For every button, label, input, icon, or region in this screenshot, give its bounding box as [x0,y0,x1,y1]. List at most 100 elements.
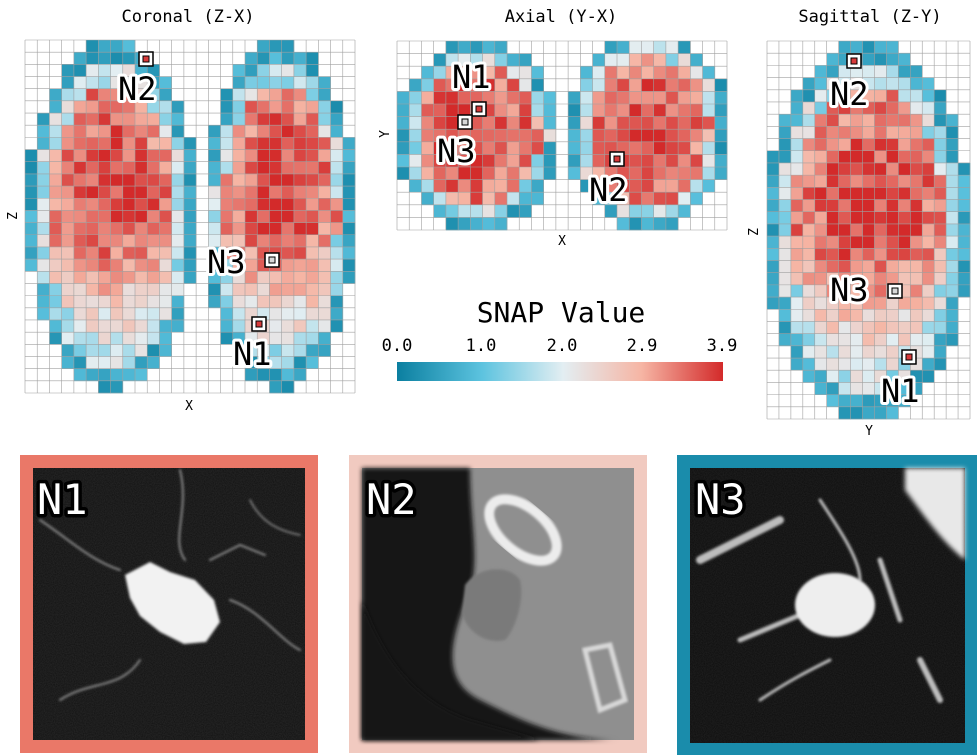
heatmap-cell [482,66,496,80]
heatmap-cell [135,307,148,321]
heatmap-cell [802,101,816,115]
heatmap-cell [281,222,295,236]
heatmap-cell [159,161,172,175]
axial-heatmap [397,41,728,231]
heatmap-cell [934,150,947,164]
heatmap-cell [293,332,307,345]
heatmap-cell [826,114,839,127]
heatmap-cell [61,319,75,333]
heatmap-cell [232,100,246,114]
heatmap-cell [946,297,959,310]
heatmap-cell [778,126,792,139]
heatmap-cell [86,149,99,163]
heatmap-cell [61,173,75,187]
heatmap-cell [232,76,246,89]
heatmap-cell [245,222,258,236]
heatmap-cell [49,137,62,150]
heatmap-cell [98,76,111,89]
heatmap-cell [790,114,804,127]
heatmap-cell [790,309,804,322]
heatmap-cell [409,141,422,155]
heatmap-cell [802,162,816,176]
heatmap-cell [886,370,899,383]
heatmap-cell [629,129,642,143]
heatmap-cell [922,89,935,103]
heatmap-cell [171,198,185,211]
heatmap-cell [874,333,887,347]
heatmap-cell [580,129,593,143]
heatmap-cell [257,52,270,65]
heatmap-cell [122,271,136,284]
heatmap-cell [318,222,331,236]
heatmap-cell [171,319,185,333]
heatmap-cell [159,113,172,126]
heatmap-cell [531,129,544,143]
sagittal-nodule-label-n3: N3 [830,271,869,309]
heatmap-cell [592,116,606,130]
heatmap-cell [790,284,804,298]
sagittal-x-axis-label: Y [865,424,873,439]
heatmap-cell [433,179,447,193]
heatmap-cell [814,333,828,347]
heatmap-cell [850,321,863,334]
heatmap-cell [946,138,959,152]
heatmap-cell [604,129,618,143]
heatmap-cell [318,307,331,321]
heatmap-cell [934,358,947,371]
heatmap-cell [37,125,50,138]
heatmap-cell [293,186,307,199]
heatmap-cell [665,167,679,180]
heatmap-cell [850,41,863,54]
heatmap-cell [318,76,331,89]
heatmap-cell [293,344,307,357]
heatmap-cell [714,78,728,92]
sagittal-heatmap [767,41,971,420]
heatmap-cell [220,307,234,321]
heatmap-cell [98,344,111,357]
heatmap-cell [850,114,863,127]
heatmap-cell [73,173,87,187]
heatmap-cell [934,138,947,152]
heatmap-cell [98,52,111,65]
heatmap-cell [898,199,911,213]
heatmap-cell [886,345,899,359]
heatmap-cell [494,129,508,143]
heatmap-cell [220,161,234,175]
sagittal-nodule-marker-n1 [901,349,917,365]
heatmap-cell [826,284,839,298]
heatmap-cell [802,333,816,347]
heatmap-cell [802,358,816,371]
heatmap-cell [281,246,295,260]
heatmap-cell [922,333,935,347]
heatmap-cell [862,101,875,115]
heatmap-cell [257,234,270,248]
heatmap-cell [159,259,172,272]
heatmap-cell [330,173,344,187]
heatmap-cell [838,138,851,152]
heatmap-cell [110,246,124,260]
heatmap-cell [245,246,258,260]
heatmap-cell [293,222,307,236]
heatmap-cell [862,150,875,164]
heatmap-cell [318,88,331,102]
heatmap-cell [220,332,234,345]
heatmap-cell [874,284,887,298]
heatmap-cell [714,141,728,155]
heatmap-cell [678,179,691,193]
heatmap-cell [281,76,295,89]
heatmap-cell [98,113,111,126]
axial-x-axis-label: X [558,234,566,249]
heatmap-cell [421,91,434,105]
heatmap-cell [257,222,270,236]
heatmap-cell [690,53,703,67]
heatmap-cell [281,234,295,248]
heatmap-cell [159,137,172,150]
heatmap-cell [838,321,851,334]
heatmap-cell [281,344,295,357]
heatmap-cell [73,307,87,321]
heatmap-cell [641,192,654,206]
heatmap-cell [838,101,851,115]
heatmap-cell [592,141,606,155]
heatmap-cell [946,321,959,334]
heatmap-cell [910,297,923,310]
